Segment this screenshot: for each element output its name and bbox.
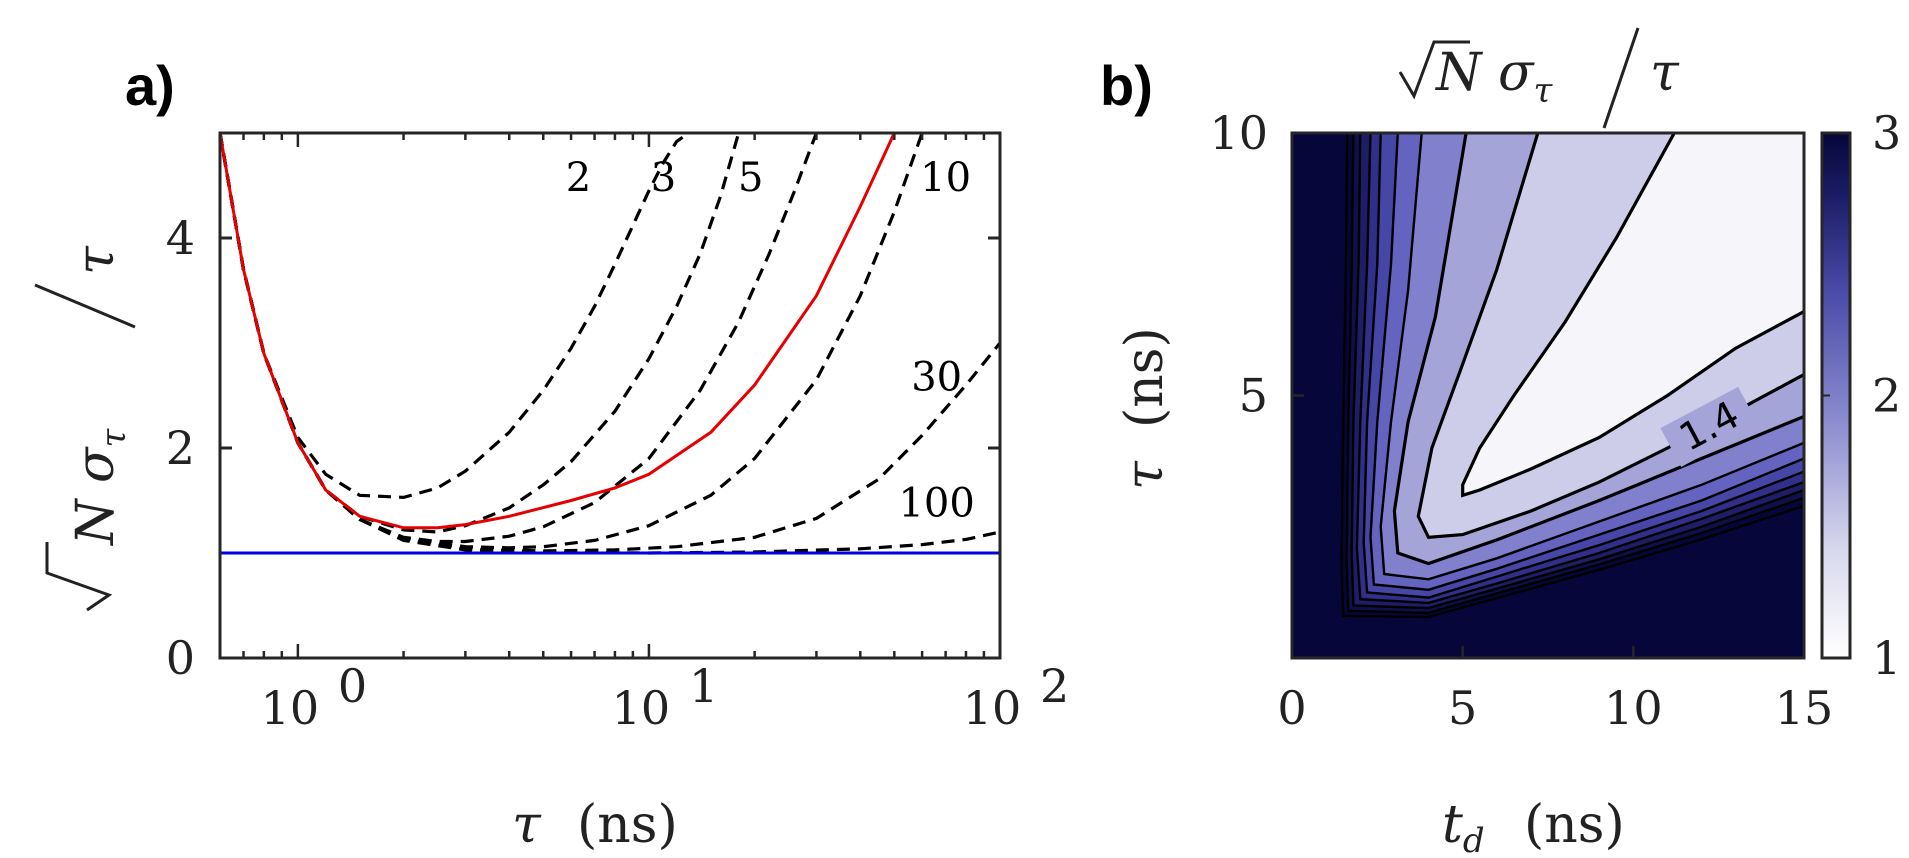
contour-line-2: [1369, 133, 1804, 592]
series-line-2: [220, 133, 690, 500]
panel-b-ticks: 0 5 10 15 5 10: [1209, 106, 1833, 735]
contour-line-2.8: [1345, 133, 1804, 615]
y-tick-label: 10: [1209, 106, 1268, 160]
x-tick-label: 10: [612, 681, 671, 735]
colorbar-ticks: 1 2 3: [1822, 106, 1901, 685]
curve-label-30: 30: [911, 354, 962, 400]
x-tick-exponent: 1: [689, 659, 718, 713]
x-tick-exponent: 0: [338, 659, 367, 713]
panel-a-axes-box: [218, 131, 1002, 660]
panel-b-x-title-unit: (ns): [1524, 795, 1625, 855]
title-tau: τ: [1650, 43, 1680, 103]
y-title-tau: τ: [66, 245, 126, 275]
panel-a-label: a): [125, 54, 175, 117]
panel-b-x-title-symbol: td: [1442, 795, 1485, 858]
curve-label-5: 5: [738, 155, 763, 201]
panel-b-y-title-symbol: τ: [1115, 460, 1175, 490]
curve-label-2: 2: [566, 155, 591, 201]
contour-line-3: [1340, 133, 1804, 619]
contour-line-2.2: [1362, 133, 1804, 599]
x-tick-label: 15: [1775, 681, 1834, 735]
panel-b-contour-lines: [1340, 133, 1804, 619]
panel-a-series: [220, 133, 1000, 555]
curve-label-10: 10: [920, 155, 971, 201]
panel-a-x-title-unit: (ns): [577, 795, 678, 855]
title-fraction-slash: [1602, 27, 1640, 129]
contour-line-1.6: [1392, 133, 1804, 566]
contour-line-1.8: [1379, 133, 1804, 581]
title-sqrt-symbol: [1398, 40, 1470, 100]
panel-a-y-axis-title: N στ τ: [34, 245, 136, 612]
panel-a-curve-labels: 2 3 5 10 30 100: [566, 155, 975, 527]
curve-label-3: 3: [651, 155, 676, 201]
contour-line-2.6: [1350, 133, 1804, 610]
curve-label-100: 100: [898, 480, 974, 526]
x-tick-exponent: 2: [1040, 659, 1069, 713]
colorbar-tick-label: 2: [1872, 369, 1901, 423]
y-tick-label: 5: [1239, 369, 1268, 423]
colorbar-tick-label: 3: [1872, 106, 1901, 160]
fraction-slash: [34, 283, 136, 329]
sqrt-symbol: [45, 542, 113, 612]
x-tick-label: 5: [1448, 681, 1477, 735]
contour-label-background: [1660, 386, 1759, 467]
panel-a-plot-area: [220, 133, 1000, 658]
series-line-optimal: [220, 133, 896, 530]
panel-a-x-title-symbol: τ: [512, 795, 542, 855]
x-tick-label: 10: [963, 681, 1022, 735]
y-tick-label: 2: [166, 421, 195, 475]
title-text: N στ: [1434, 43, 1554, 111]
contour-fill-1.2: [1462, 133, 1804, 496]
x-tick-label: 10: [261, 681, 320, 735]
x-tick-label: 10: [1604, 681, 1663, 735]
x-tick-label: 0: [1277, 681, 1306, 735]
panel-b-y-axis-title: τ (ns): [1115, 327, 1175, 490]
contour-line-2.4: [1355, 133, 1804, 605]
contour-line-1.2: [1461, 133, 1804, 498]
y-tick-label: 4: [166, 211, 195, 265]
panel-b-y-title-unit: (ns): [1115, 327, 1175, 428]
colorbar-tick-label: 1: [1872, 631, 1901, 685]
y-tick-label: 0: [166, 631, 195, 685]
panel-b-label: b): [1100, 54, 1153, 117]
y-title-text: N στ: [66, 427, 134, 547]
panel-b-title: N στ τ: [1398, 27, 1680, 129]
